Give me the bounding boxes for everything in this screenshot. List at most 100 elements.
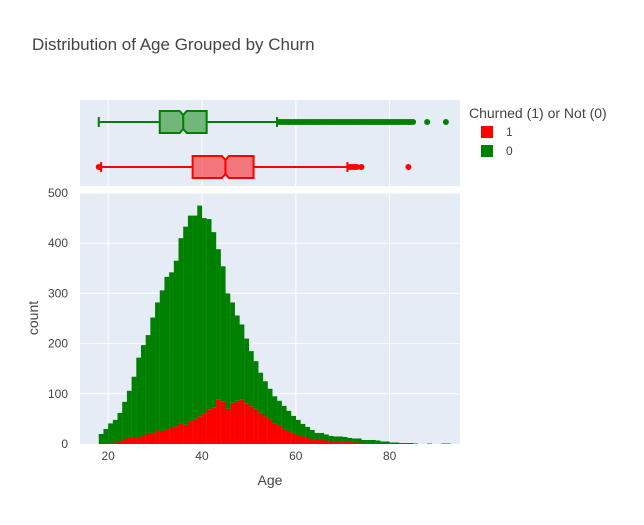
histogram-bar-1 xyxy=(253,408,259,444)
histogram-bar-1 xyxy=(394,443,400,444)
histogram-bar-1 xyxy=(328,440,334,444)
histogram-bar-0 xyxy=(286,410,292,431)
histogram-bar-0 xyxy=(192,215,198,419)
histogram-bar-1 xyxy=(155,430,160,444)
y-tick-labels: 0 100 200 300 400 500 xyxy=(48,186,68,451)
histogram-bar-1 xyxy=(281,428,287,444)
histogram-bar-0 xyxy=(445,443,451,444)
histogram-bar-0 xyxy=(352,438,357,443)
histogram-bar-1 xyxy=(225,408,231,444)
histogram-bar-1 xyxy=(187,421,193,444)
histogram-bar-1 xyxy=(314,439,320,444)
histogram-bar-1 xyxy=(361,442,367,444)
histogram-bar-0 xyxy=(291,415,296,433)
histogram-bar-0 xyxy=(225,293,231,409)
histogram-bar-1 xyxy=(230,402,235,444)
histogram-bar-1 xyxy=(173,426,179,444)
histogram-bar-1 xyxy=(150,432,156,444)
legend: Churned (1) or Not (0) 1 0 xyxy=(469,105,607,158)
histogram-bar-0 xyxy=(309,429,315,439)
histogram-bar-0 xyxy=(361,439,367,443)
histogram-bar-0 xyxy=(183,226,189,425)
histogram-bar-0 xyxy=(164,276,170,430)
histogram-bar-0 xyxy=(253,361,259,409)
box-outlier xyxy=(95,164,102,170)
histogram-bar-1 xyxy=(211,407,217,444)
histogram-bar-1 xyxy=(206,409,212,444)
histogram-bar-0 xyxy=(384,441,390,444)
legend-swatch-0 xyxy=(481,145,493,157)
histogram-bar-1 xyxy=(319,439,325,444)
histogram-bar-1 xyxy=(112,442,118,444)
histogram-bar-0 xyxy=(427,443,433,444)
box-plot-1 xyxy=(95,155,412,179)
legend-swatch-1 xyxy=(481,126,493,138)
histogram-bar-0 xyxy=(399,442,404,444)
y-tick-label: 0 xyxy=(61,437,68,451)
histogram-bar-0 xyxy=(103,428,109,443)
histogram-bar-0 xyxy=(234,315,240,401)
histogram-bar-1 xyxy=(295,434,301,444)
histogram-bar-1 xyxy=(239,399,245,444)
histogram-bar-1 xyxy=(197,416,203,444)
histogram-bar-0 xyxy=(267,388,273,420)
histogram-bar-1 xyxy=(201,413,207,444)
histogram-bar-0 xyxy=(230,302,235,403)
histogram-bar-1 xyxy=(375,442,381,444)
histogram-bar-0 xyxy=(333,436,339,442)
histogram-bar-0 xyxy=(206,219,212,410)
histogram-bar-0 xyxy=(117,412,123,441)
box-plot-0 xyxy=(97,110,449,134)
histogram-bar-0 xyxy=(262,381,268,417)
histogram-bar-1 xyxy=(183,424,189,444)
histogram-bar-1 xyxy=(389,443,395,444)
histogram-bar-0 xyxy=(347,437,353,442)
histogram-bar-1 xyxy=(140,435,146,444)
histogram-bar-0 xyxy=(211,232,217,408)
histogram-bar-1 xyxy=(333,441,339,444)
histogram-bar-0 xyxy=(155,302,160,431)
histogram-bar-1 xyxy=(342,441,348,444)
histogram-bar-1 xyxy=(234,400,240,444)
histogram-bar-0 xyxy=(197,205,203,417)
histogram-bar-0 xyxy=(389,442,395,444)
histogram-bar-0 xyxy=(145,335,151,433)
histogram-bar-0 xyxy=(342,436,348,442)
histogram-bar-1 xyxy=(403,443,409,444)
box-outlier xyxy=(410,119,417,125)
histogram-bar-1 xyxy=(370,442,376,444)
histogram-bar-1 xyxy=(108,443,113,444)
histogram-bar-0 xyxy=(122,401,128,439)
histogram-bar-0 xyxy=(187,215,193,422)
histogram-bars xyxy=(98,205,451,444)
box-plots xyxy=(95,110,449,179)
histogram-bar-1 xyxy=(300,436,306,444)
box-outlier xyxy=(442,119,449,125)
histogram-bar-0 xyxy=(140,345,146,436)
x-tick-label: 20 xyxy=(101,449,115,463)
histogram-bar-1 xyxy=(220,401,226,444)
histogram-bar-0 xyxy=(112,419,118,443)
legend-label-0: 0 xyxy=(506,144,513,158)
histogram-bar-0 xyxy=(394,442,400,444)
histogram-bar-0 xyxy=(178,238,184,424)
histogram-bar-0 xyxy=(131,376,137,437)
histogram-bar-1 xyxy=(291,432,296,444)
x-axis-label: Age xyxy=(258,472,283,488)
histogram-bar-1 xyxy=(309,438,315,444)
histogram-bar-0 xyxy=(295,419,301,435)
histogram-bar-1 xyxy=(103,442,109,444)
histogram-bar-1 xyxy=(305,437,311,444)
histogram-bar-0 xyxy=(277,400,282,426)
histogram-bar-1 xyxy=(178,423,184,444)
histogram-bar-1 xyxy=(352,442,357,444)
histogram-bar-1 xyxy=(356,442,362,444)
histogram-bar-1 xyxy=(244,403,250,444)
histogram-bar-0 xyxy=(108,423,113,444)
histogram-bar-0 xyxy=(300,423,306,437)
histogram-bar-1 xyxy=(131,436,137,444)
histogram-bar-0 xyxy=(413,443,418,444)
histogram-bar-1 xyxy=(380,443,386,444)
x-tick-label: 40 xyxy=(195,449,209,463)
